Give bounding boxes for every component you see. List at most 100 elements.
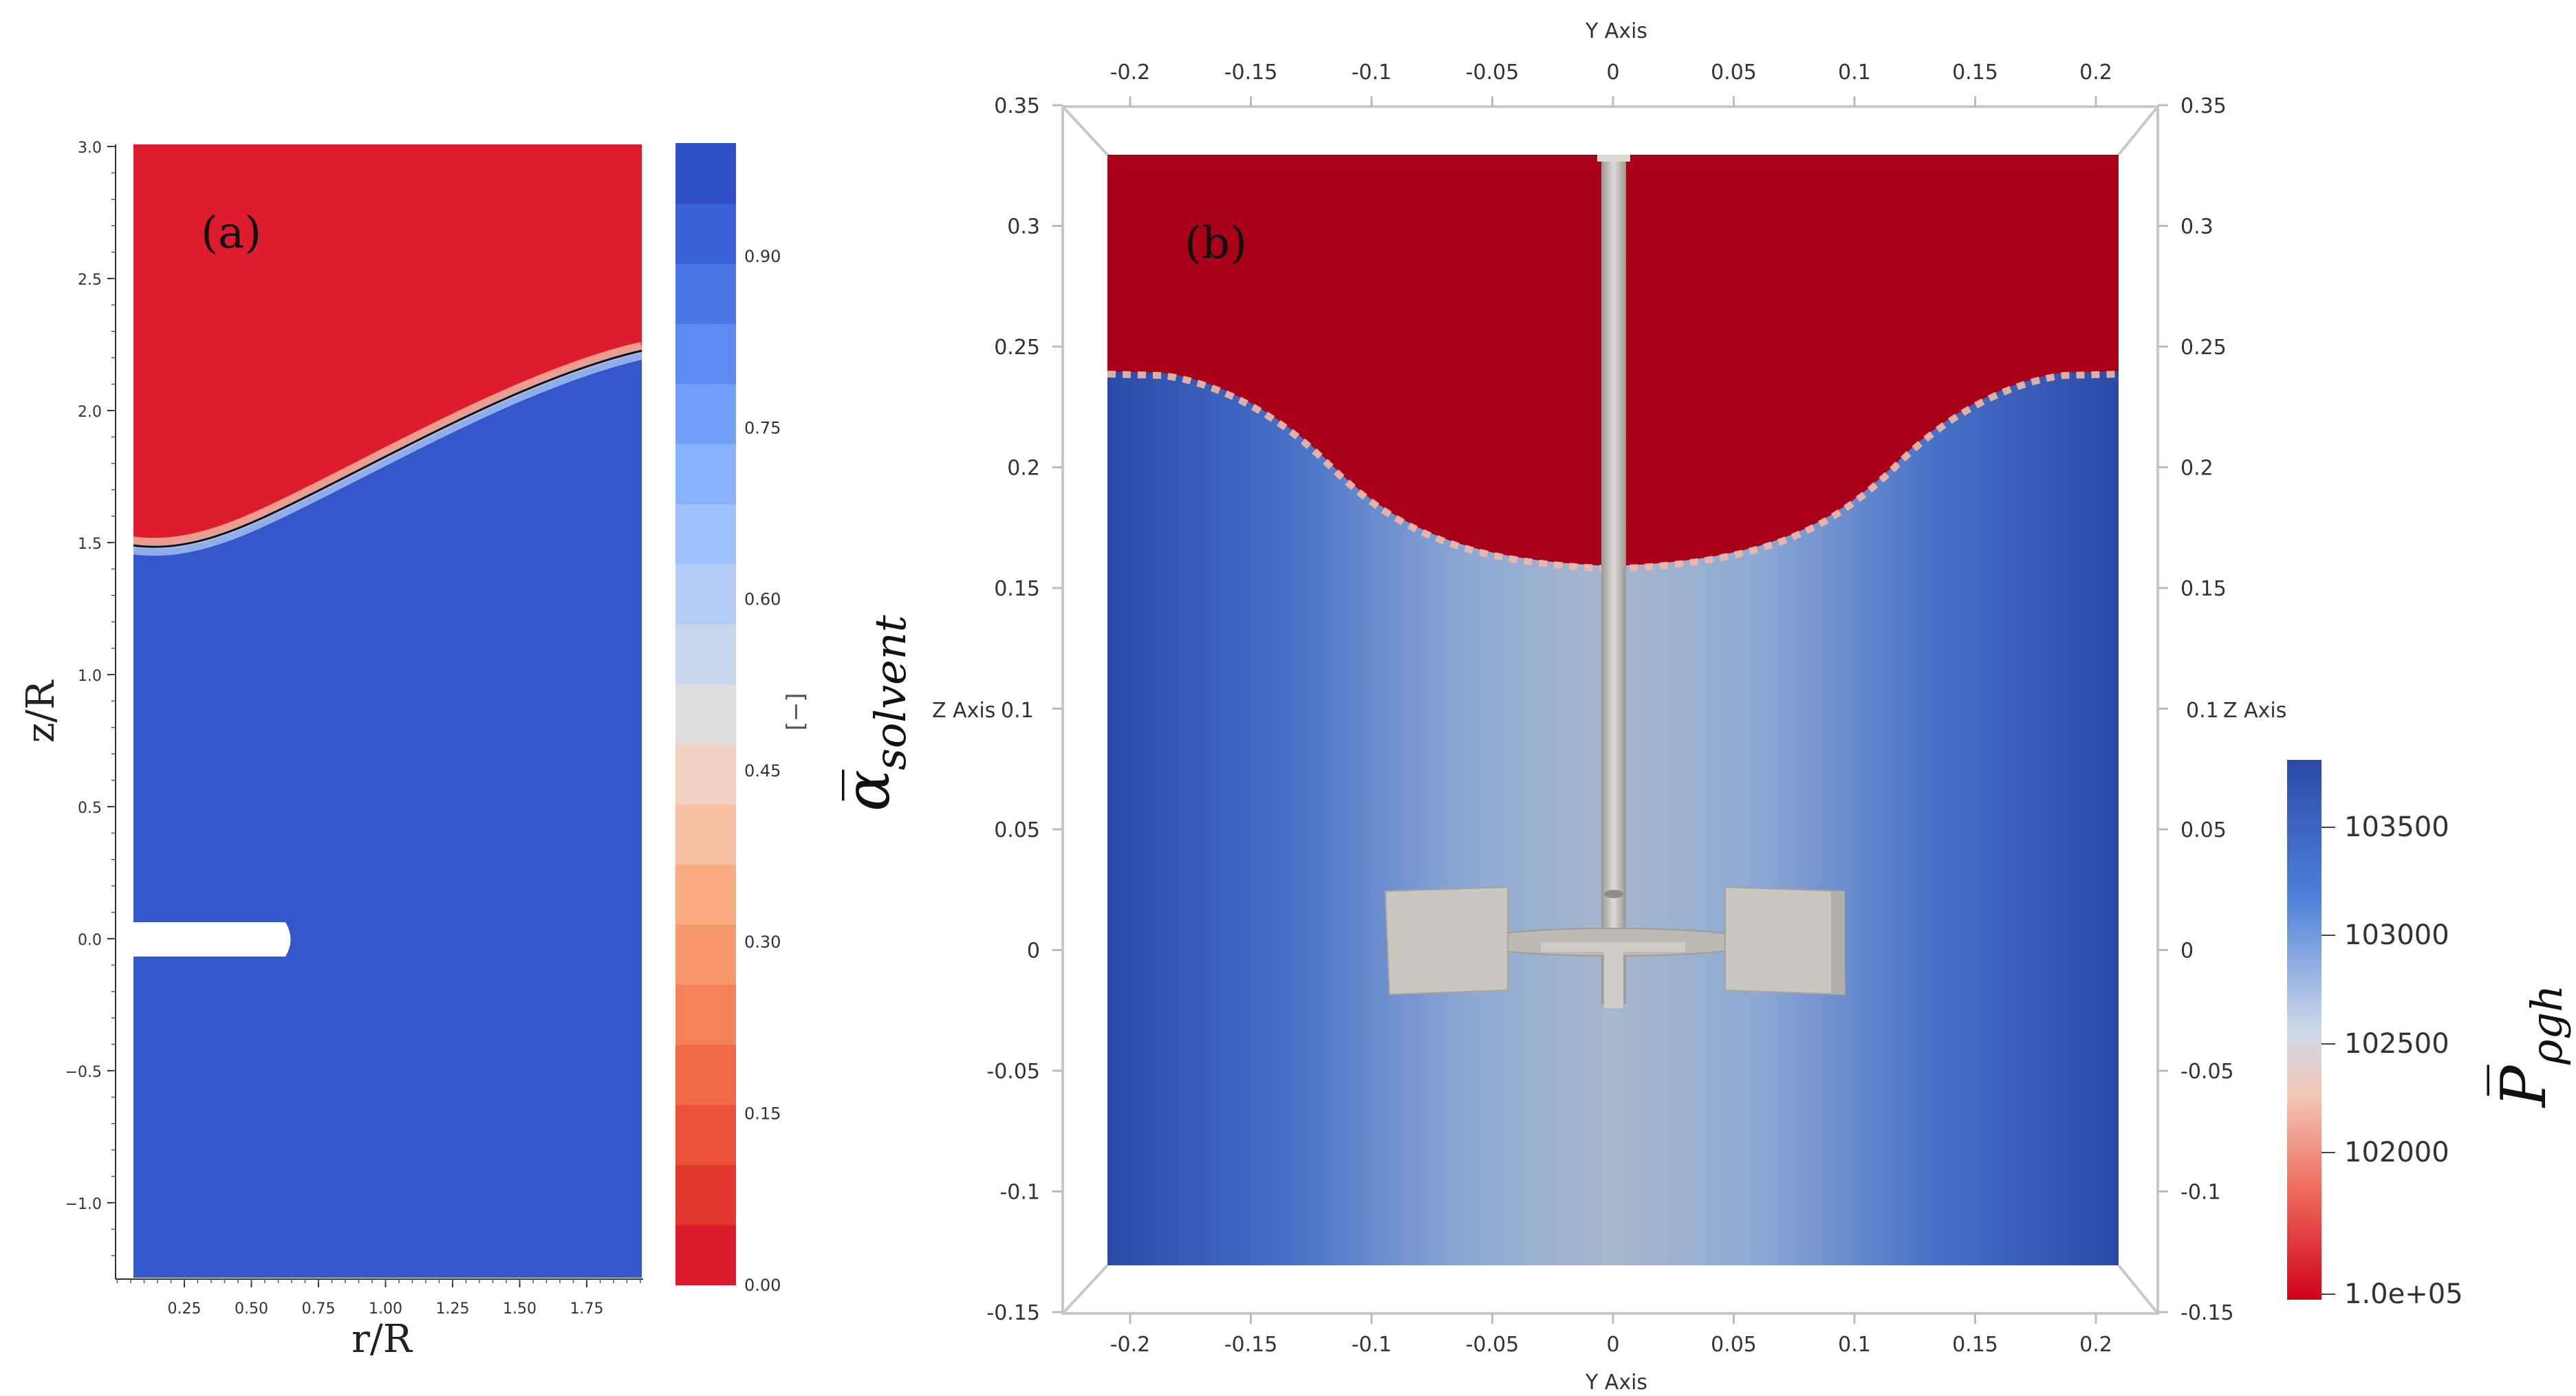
colorbar-band-a xyxy=(675,864,736,925)
bbox-corner-tl xyxy=(1061,105,1109,156)
interface-band-b xyxy=(1107,371,2119,573)
x-tick-label-top-b: 0.1 xyxy=(1838,61,1871,85)
interface-line-a xyxy=(132,349,642,548)
colorbar-tick-label-a: 0.75 xyxy=(744,418,781,437)
x-tick-label-a: 1.75 xyxy=(570,1300,604,1318)
panel-a: 3.02.52.01.51.00.50.0−0.5−1.0 0.25 0.50 0.… xyxy=(19,140,916,1362)
z-tick-label-right-b: 0.05 xyxy=(2180,818,2227,842)
colorbar-title-a-sub: solvent xyxy=(865,615,916,770)
y-tick-label-a: −1.0 xyxy=(65,1196,102,1213)
x-ticks-bottom-b: -0.2 -0.15 -0.1 -0.05 0 0.05 0.1 0.15 0.2 xyxy=(1110,1313,2112,1357)
colorbar-ticks-a: 0.90 0.75 0.60 0.45 0.30 0.15 0.00 xyxy=(744,247,781,1295)
colorbar-tick-label-a: 0.00 xyxy=(744,1276,781,1295)
z-tick-label-right-b: -0.15 xyxy=(2180,1301,2234,1325)
bbox-corner-br xyxy=(2117,1264,2159,1315)
interface-band-a xyxy=(131,342,643,549)
z-tick-label-left-b: 0.15 xyxy=(994,577,1040,601)
x-axis-title-bottom-b: Y Axis xyxy=(1585,1371,1647,1395)
x-tick-label-bottom-b: -0.2 xyxy=(1110,1333,1151,1357)
y-tick-label-a: 1.5 xyxy=(78,536,102,553)
colorbar-band-a xyxy=(675,924,736,985)
colorbar-unit-a: [−] xyxy=(782,692,810,730)
colorbar-title-a: α̅ solvent xyxy=(832,615,916,811)
liquid-region-a xyxy=(133,347,642,1278)
z-axis-title-left-tick-b: 0.1 xyxy=(1001,699,1034,723)
x-tick-label-bottom-b: 0.15 xyxy=(1952,1333,1998,1357)
z-tick-label-right-b: -0.1 xyxy=(2180,1181,2221,1205)
x-tick-label-top-b: 0.05 xyxy=(1711,61,1757,85)
colorbar-band-a xyxy=(675,263,736,325)
colorbar-ticks-b: 103500 103000 102500 102000 1.0e+05 xyxy=(2321,811,2463,1310)
z-ticks-left-b: 0.35 0.3 0.25 0.2 0.15 0.05 0 -0.05 -0.1 -0.15 xyxy=(986,94,1063,1325)
colorbar-band-a xyxy=(675,984,736,1045)
y-axis-label-a: z/R xyxy=(19,679,63,743)
y-tick-label-a: 0.0 xyxy=(78,932,102,949)
x-tick-label-a: 1.25 xyxy=(436,1300,470,1318)
colorbar-tick-label-a: 0.15 xyxy=(744,1104,781,1124)
colorbar-tick-label-a: 0.30 xyxy=(744,933,781,952)
z-tick-label-left-b: 0.3 xyxy=(1007,215,1040,239)
y-tick-label-a: −0.5 xyxy=(65,1064,102,1081)
colorbar-tick-label-b: 1.0e+05 xyxy=(2344,1278,2463,1310)
shaft-cap xyxy=(1597,155,1630,162)
z-tick-label-left-b: 0 xyxy=(1027,939,1040,963)
interface-band-blue-a xyxy=(132,351,643,556)
x-tick-label-top-b: 0 xyxy=(1606,61,1619,85)
y-tick-label-a: 2.5 xyxy=(78,272,102,289)
colorbar-tick-label-a: 0.90 xyxy=(744,247,781,266)
shaft-collar xyxy=(1604,890,1623,898)
colorbar-tick-label-a: 0.60 xyxy=(744,590,781,609)
z-tick-label-left-b: -0.05 xyxy=(986,1060,1040,1084)
x-tick-label-a: 0.75 xyxy=(302,1300,336,1318)
hub-cross-h xyxy=(1541,942,1685,952)
y-tick-label-a: 2.0 xyxy=(78,404,102,421)
panel-a-label: (a) xyxy=(201,208,261,259)
x-tick-label-bottom-b: -0.15 xyxy=(1224,1333,1278,1357)
colorbar-band-a xyxy=(675,563,736,624)
x-tick-label-top-b: 0.2 xyxy=(2079,61,2112,85)
z-axis-title-right-b: Z Axis xyxy=(2223,699,2286,723)
hub-stub xyxy=(1604,952,1623,1008)
x-tick-label-bottom-b: 0 xyxy=(1606,1333,1619,1357)
x-ticks-a: 0.25 0.50 0.75 1.00 1.25 1.50 1.75 xyxy=(168,1279,604,1318)
z-tick-label-right-b: 0.3 xyxy=(2180,215,2214,239)
x-tick-label-bottom-b: 0.1 xyxy=(1838,1333,1871,1357)
colorbar-tick-label-a: 0.45 xyxy=(744,761,781,781)
z-tick-label-left-b: 0.05 xyxy=(994,818,1040,842)
colorbar-tick-label-b: 103500 xyxy=(2344,811,2449,843)
z-axis-title-left-b: Z Axis xyxy=(932,699,995,723)
impeller-blade-right xyxy=(1724,886,1846,996)
panel-b: -0.2 -0.15 -0.1 -0.05 0 0.05 0.1 0.15 0.2 -0.2 -0… xyxy=(932,19,2572,1395)
x-tick-label-a: 0.25 xyxy=(168,1300,202,1318)
colorbar-band-a xyxy=(675,143,736,204)
bbox-corner-bl xyxy=(1061,1264,1109,1315)
colorbar-tick-label-b: 103000 xyxy=(2344,919,2449,951)
z-tick-label-right-b: 0 xyxy=(2180,939,2194,963)
colorbar-band-a xyxy=(675,503,736,565)
colorbar-title-b-main: P̅ xyxy=(2487,1065,2560,1109)
colorbar-band-a xyxy=(675,443,736,505)
colorbar-tick-label-b: 102000 xyxy=(2344,1137,2449,1168)
impeller-blade-a xyxy=(117,922,291,957)
x-axis-label-a: r/R xyxy=(351,1317,413,1362)
colorbar-band-a xyxy=(675,1164,736,1225)
x-tick-label-top-b: -0.05 xyxy=(1466,61,1519,85)
colorbar-title-b-sub: ρgh xyxy=(2522,985,2572,1065)
x-tick-label-bottom-b: -0.1 xyxy=(1352,1333,1392,1357)
x-tick-label-bottom-b: -0.05 xyxy=(1466,1333,1519,1357)
colorbar-band-a xyxy=(675,1104,736,1166)
y-tick-label-a: 0.5 xyxy=(78,800,102,817)
colorbar-band-a xyxy=(675,323,736,384)
z-tick-label-right-b: -0.05 xyxy=(2180,1060,2234,1084)
colorbar-tick-label-b: 102500 xyxy=(2344,1028,2449,1060)
panel-b-plot-area xyxy=(1107,155,2119,1265)
x-tick-label-a: 0.50 xyxy=(235,1300,268,1318)
panel-a-plot-area xyxy=(117,144,643,1278)
panel-b-label: (b) xyxy=(1184,218,1247,269)
z-tick-label-left-b: 0.25 xyxy=(994,336,1040,360)
z-tick-label-left-b: 0.35 xyxy=(994,94,1040,118)
y-tick-label-a: 1.0 xyxy=(78,668,102,685)
x-tick-label-bottom-b: 0.05 xyxy=(1711,1333,1757,1357)
colorbar-title-b: P̅ ρgh xyxy=(2487,985,2572,1109)
y-ticks-a: 3.0 2.5 2.0 1.5 1.0 0.5 0.0 −0.5 −1.0 xyxy=(65,140,116,1213)
